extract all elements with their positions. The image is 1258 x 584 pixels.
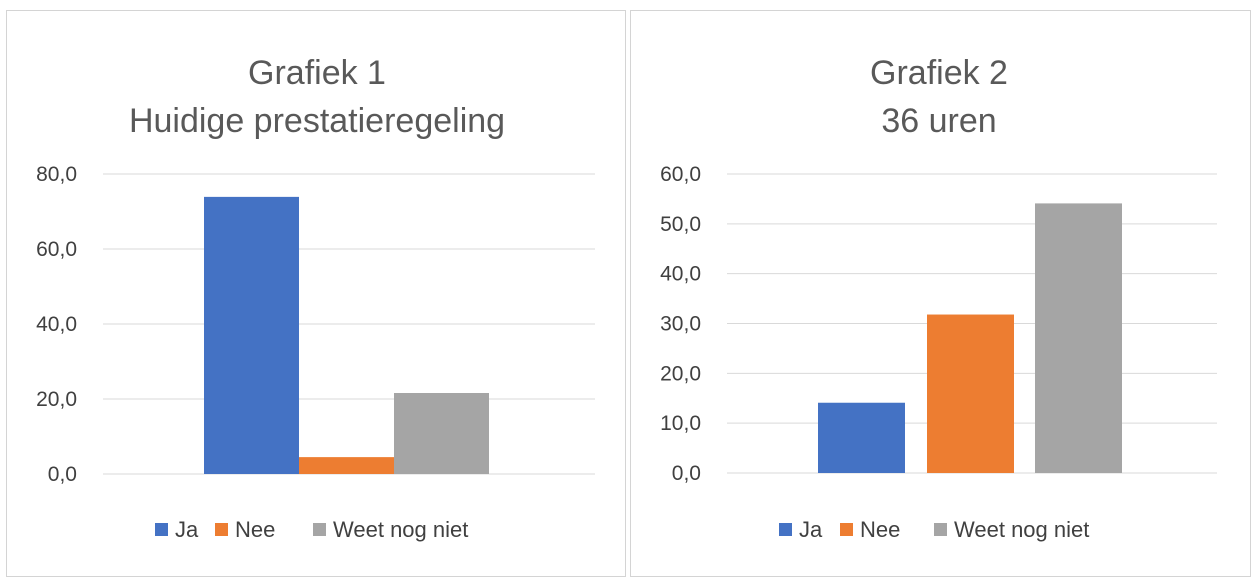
- legend-label: Ja: [175, 517, 199, 542]
- bars: [204, 196, 489, 474]
- bar-nee: [927, 314, 1014, 473]
- y-tick-label: 0,0: [672, 462, 701, 485]
- chart-1-svg: Grafiek 1 Huidige prestatieregeling 0,0 2…: [36, 54, 595, 542]
- legend-label: Weet nog niet: [333, 517, 468, 542]
- y-tick-label: 80,0: [36, 163, 77, 186]
- y-axis-ticks: 0,0 20,0 40,0 60,0 80,0: [36, 163, 77, 486]
- legend-swatch: [840, 523, 853, 536]
- legend-label: Ja: [799, 517, 823, 542]
- legend-swatch: [934, 523, 947, 536]
- y-axis-ticks: 0,0 10,0 20,0 30,0 40,0 50,0 60,0: [660, 163, 701, 485]
- chart-2-svg: Grafiek 2 36 uren 0,0 10,0 20,0 30,0 40,0 50,…: [660, 54, 1217, 542]
- legend-swatch: [215, 523, 228, 536]
- y-tick-label: 10,0: [660, 412, 701, 435]
- bar-weet-nog-niet: [394, 393, 489, 474]
- y-tick-label: 20,0: [36, 388, 77, 411]
- chart-subtitle: 36 uren: [881, 102, 996, 140]
- y-tick-label: 40,0: [660, 263, 701, 286]
- chart-panel-1: Grafiek 1 Huidige prestatieregeling 0,0 2…: [6, 10, 626, 577]
- chart-title: Grafiek 1: [248, 54, 386, 92]
- chart-panel-2: Grafiek 2 36 uren 0,0 10,0 20,0 30,0 40,0 50,…: [630, 10, 1251, 577]
- chart-subtitle: Huidige prestatieregeling: [129, 102, 505, 140]
- y-tick-label: 40,0: [36, 313, 77, 336]
- legend-swatch: [779, 523, 792, 536]
- legend: Ja Nee Weet nog niet: [155, 517, 468, 542]
- legend-label: Nee: [235, 517, 275, 542]
- bar-ja: [818, 402, 905, 473]
- bar-ja: [204, 196, 299, 474]
- legend-label: Weet nog niet: [954, 517, 1089, 542]
- legend-swatch: [155, 523, 168, 536]
- y-tick-label: 60,0: [660, 163, 701, 186]
- gridlines: [103, 173, 595, 475]
- y-tick-label: 0,0: [48, 463, 77, 486]
- y-tick-label: 30,0: [660, 313, 701, 336]
- y-tick-label: 50,0: [660, 213, 701, 236]
- bar-weet-nog-niet: [1035, 203, 1122, 473]
- bars: [818, 203, 1122, 473]
- chart-title: Grafiek 2: [870, 54, 1008, 92]
- legend-label: Nee: [860, 517, 900, 542]
- legend: Ja Nee Weet nog niet: [779, 517, 1089, 542]
- y-tick-label: 60,0: [36, 238, 77, 261]
- y-tick-label: 20,0: [660, 362, 701, 385]
- legend-swatch: [313, 523, 326, 536]
- bar-nee: [299, 457, 394, 474]
